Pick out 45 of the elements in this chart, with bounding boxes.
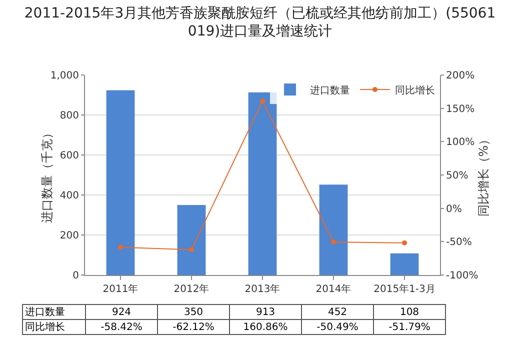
- data-label: 108: [374, 304, 446, 320]
- point: [331, 239, 336, 244]
- bar: [248, 92, 277, 275]
- data-label: -58.42%: [86, 320, 158, 334]
- legend-label: 同比增长: [395, 84, 435, 96]
- data-label: -62.12%: [158, 320, 230, 334]
- point: [189, 247, 194, 252]
- point: [402, 240, 407, 246]
- data-label: 913: [230, 304, 302, 320]
- data-label: 350: [158, 304, 230, 320]
- y2-tick-label: 150%: [446, 104, 475, 115]
- y-tick-label: 800: [60, 110, 79, 122]
- legend-label: 进口数量: [310, 84, 350, 96]
- bar: [106, 90, 135, 275]
- y2-tick-label: -100%: [446, 270, 478, 282]
- y-tick-label: 0: [72, 270, 79, 282]
- y2-tick-label: -50%: [446, 237, 472, 248]
- y2-tick-label: 100%: [446, 137, 475, 148]
- y-tick-label: 400: [60, 190, 79, 202]
- bar: [177, 205, 206, 275]
- bar: [390, 253, 419, 275]
- y2-tick-label: 200%: [446, 70, 475, 82]
- x-tick-label: 2011年: [102, 283, 138, 295]
- text: 进口数量: [25, 307, 65, 318]
- y-tick-label: 200: [60, 230, 79, 242]
- y2-tick-label: 0%: [446, 204, 462, 215]
- y-tick-label: 1,000: [50, 70, 79, 82]
- y2-tick-label: 50%: [446, 170, 468, 182]
- text: 同比增长: [25, 322, 65, 333]
- y2-axis-title: 同比增长（%）: [476, 133, 491, 217]
- bar: [319, 184, 348, 275]
- data-label: -50.49%: [302, 320, 374, 334]
- point: [118, 244, 123, 250]
- data-label: -51.79%: [374, 320, 446, 334]
- data-label: 924: [86, 304, 158, 320]
- y-tick-label: 600: [60, 150, 79, 162]
- chart-title: 2011-2015年3月其他芳香族聚酰胺短纤（已梳或经其他纺前加工）(55061019)进口量及增速统计: [24, 6, 496, 40]
- x-tick-label: 2015年1-3月: [374, 283, 436, 295]
- data-label: 160.86%: [230, 320, 302, 334]
- y-axis-title: 进口数量（千克）: [40, 127, 54, 223]
- x-tick-label: 2014年: [316, 283, 352, 295]
- x-tick-label: 2012年: [174, 283, 210, 295]
- data-label: 452: [302, 304, 374, 320]
- point: [260, 98, 265, 104]
- x-tick-label: 2013年: [244, 283, 280, 295]
